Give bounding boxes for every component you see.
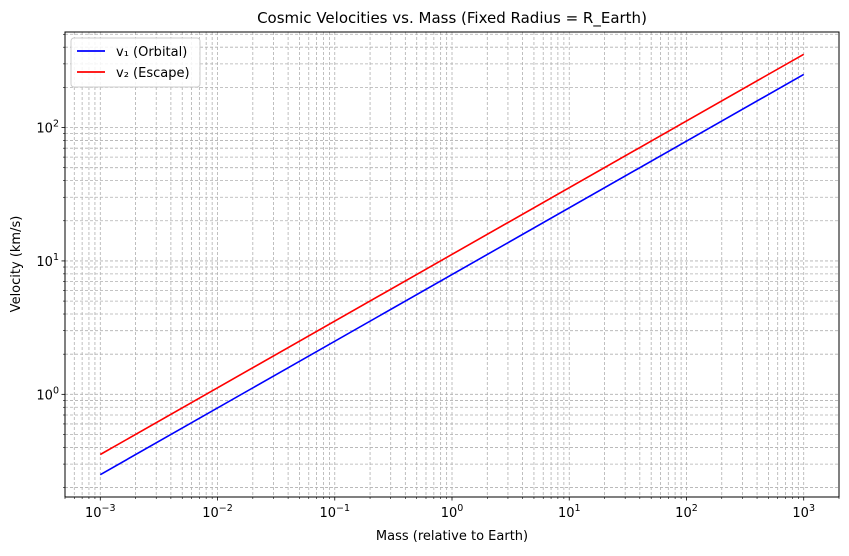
x-axis-label: Mass (relative to Earth) [376, 529, 528, 544]
series-line-escape [99, 53, 805, 456]
x-tick-label: 102 [675, 503, 698, 521]
series-lines [99, 53, 805, 476]
legend: v₁ (Orbital) v₂ (Escape) [70, 37, 201, 88]
x-tick-label: 10−3 [85, 503, 116, 521]
x-tick-label: 103 [792, 503, 815, 521]
axis-ticks [61, 33, 840, 501]
y-axis-label: Velocity (km/s) [9, 216, 24, 313]
x-tick-label: 10−1 [319, 503, 350, 521]
series-line-orbital [99, 73, 805, 476]
y-tick-label: 101 [36, 252, 59, 270]
chart-title: Cosmic Velocities vs. Mass (Fixed Radius… [257, 9, 647, 28]
y-tick-label: 100 [36, 385, 59, 403]
x-tick-label: 10−2 [202, 503, 233, 521]
y-tick-label: 102 [36, 119, 59, 137]
x-tick-label: 101 [558, 503, 581, 521]
tick-labels: 10−3 10−2 10−1 100 101 102 103 100 101 102 [36, 119, 815, 521]
legend-label-orbital: v₁ (Orbital) [116, 45, 187, 60]
x-tick-label: 100 [441, 503, 464, 521]
grid-lines [64, 32, 840, 497]
legend-label-escape: v₂ (Escape) [116, 66, 190, 81]
